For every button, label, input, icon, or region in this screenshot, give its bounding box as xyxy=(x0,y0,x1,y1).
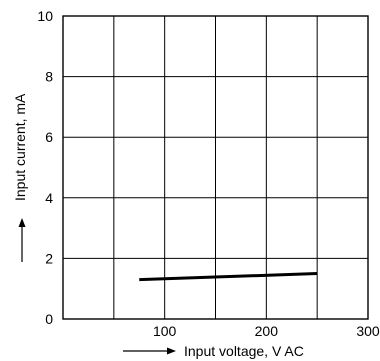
x-tick-label: 200 xyxy=(255,323,279,339)
x-axis-label: Input voltage, V AC xyxy=(184,343,304,359)
x-axis-arrow xyxy=(123,347,176,355)
y-tick-label: 2 xyxy=(45,250,53,266)
y-tick-label: 8 xyxy=(45,69,53,85)
y-axis-ticks: 0 2 4 6 8 10 xyxy=(37,8,53,327)
plot-frame xyxy=(62,15,369,320)
grid xyxy=(63,16,368,319)
y-axis-arrow xyxy=(18,218,26,262)
y-axis-label: Input current, mA xyxy=(12,93,28,201)
y-tick-label: 4 xyxy=(45,190,53,206)
x-tick-label: 100 xyxy=(153,323,177,339)
y-tick-label: 6 xyxy=(45,129,53,145)
x-axis-ticks: 100 200 300 xyxy=(153,323,380,339)
series-layer xyxy=(139,272,318,282)
y-tick-label: 0 xyxy=(45,311,53,327)
y-tick-label: 10 xyxy=(37,8,53,24)
series-line xyxy=(139,272,318,282)
x-tick-label: 300 xyxy=(356,323,380,339)
y-axis-label-group: Input current, mA xyxy=(12,93,28,201)
